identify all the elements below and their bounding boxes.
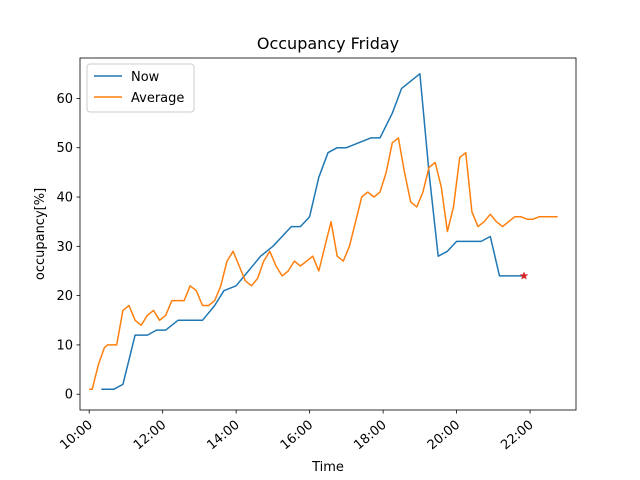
x-tick-label: 16:00 (278, 418, 316, 454)
y-tick-label: 20 (56, 289, 73, 304)
x-tick-label: 22:00 (498, 418, 536, 454)
x-tick-label: 18:00 (351, 418, 389, 454)
x-axis-ticks: 10:00 12:00 14:00 16:00 18:00 20:00 22:00 (57, 410, 537, 454)
series-line-now (101, 73, 524, 391)
current-marker-star (519, 271, 529, 280)
x-tick-label: 10:00 (57, 418, 95, 454)
legend-label-now: Now (131, 70, 160, 85)
x-tick-label: 20:00 (425, 418, 463, 454)
legend: Now Average (86, 63, 195, 113)
plot-lines (89, 73, 558, 391)
y-tick-label: 60 (56, 92, 73, 107)
chart-title: Occupancy Friday (257, 34, 399, 53)
y-tick-label: 50 (56, 141, 73, 156)
x-tick-label: 14:00 (204, 418, 242, 454)
y-tick-label: 30 (56, 240, 73, 255)
series-line-average (89, 137, 558, 391)
x-axis-label: Time (311, 460, 344, 475)
x-tick-label: 12:00 (131, 418, 169, 454)
y-tick-label: 40 (56, 191, 73, 206)
y-tick-label: 0 (65, 388, 73, 403)
plot-frame (79, 57, 577, 411)
legend-label-average: Average (131, 91, 184, 106)
y-tick-label: 10 (56, 338, 73, 353)
y-axis-label: occupancy[%] (33, 188, 48, 280)
y-axis-ticks: 0 10 20 30 40 50 60 (56, 92, 80, 403)
